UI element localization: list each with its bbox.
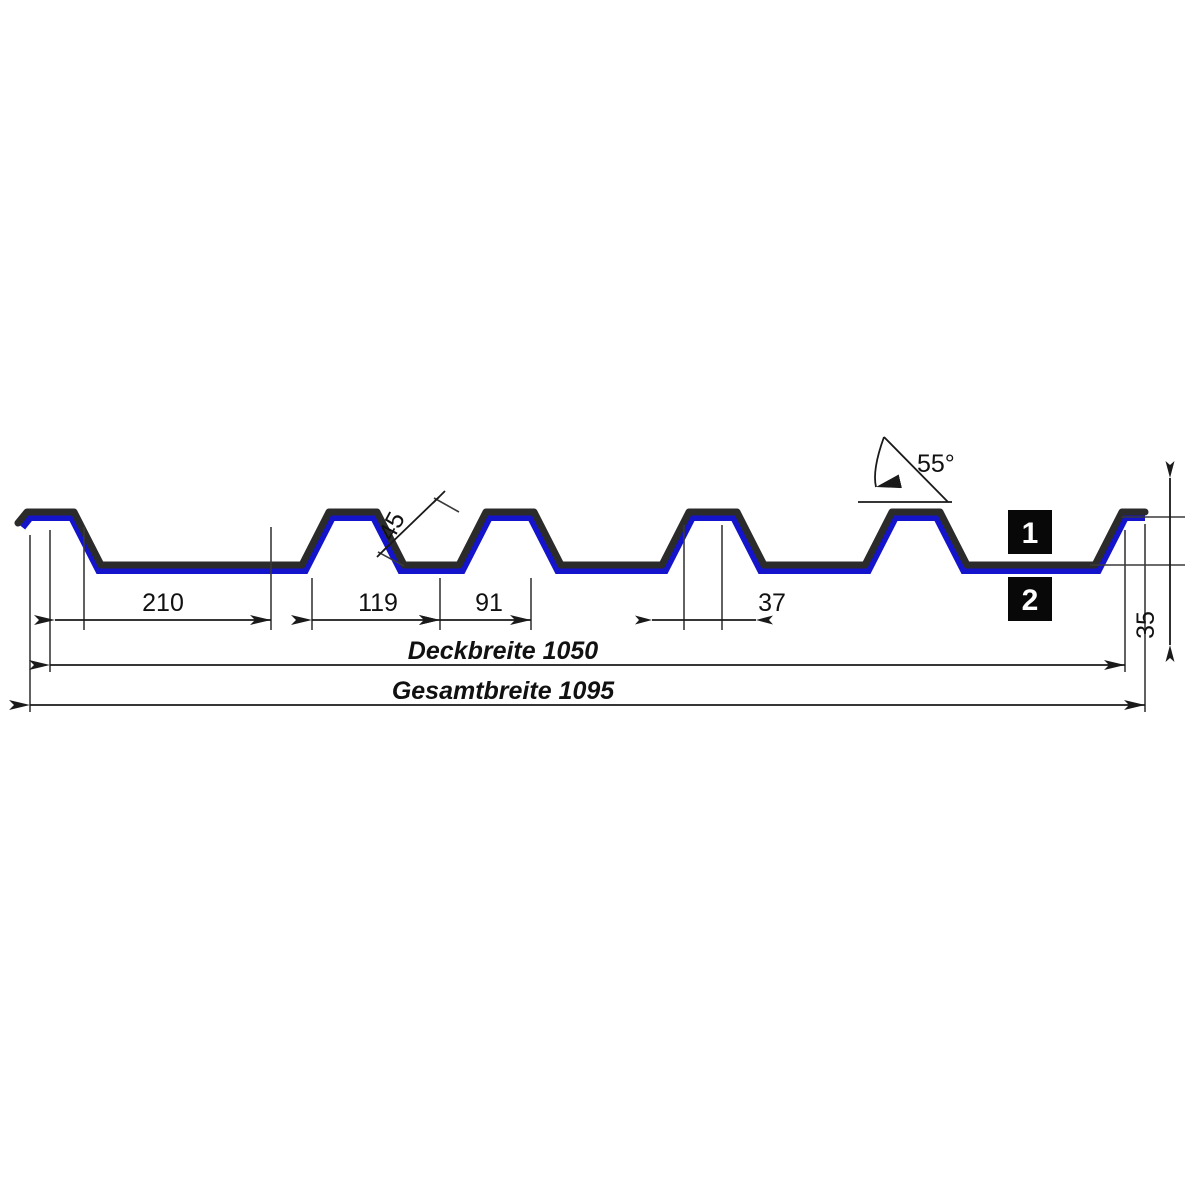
dimension-web-45: 45 (373, 490, 460, 567)
layer-callout-bottom: 2 (1008, 577, 1052, 621)
dimension-pitch-210: 210 (34, 589, 271, 625)
dimension-crest-inner-37: 37 (635, 589, 786, 625)
label-cover-width: Deckbreite 1050 (408, 637, 599, 665)
dimension-label-crest: 91 (475, 589, 503, 617)
dimension-label-valley: 119 (358, 589, 398, 617)
layer-callout-bottom-label: 2 (1022, 584, 1039, 617)
layer-callout-top-label: 1 (1022, 517, 1039, 550)
profile-underside-line (18, 513, 1145, 574)
dimension-height-35: 35 (1132, 461, 1175, 662)
dimension-valley-119: 119 (291, 589, 440, 625)
dimension-total-width: Gesamtbreite 1095 (9, 677, 1145, 710)
dimension-cover-width: Deckbreite 1050 (29, 637, 1125, 670)
dimension-label-pitch: 210 (142, 589, 184, 617)
dimension-label-height: 35 (1132, 611, 1160, 639)
dimension-label-crest-inner: 37 (758, 589, 786, 617)
dimension-label-angle: 55° (917, 450, 955, 478)
dimension-angle-55: 55° (858, 436, 955, 503)
layer-callout-top: 1 (1008, 510, 1052, 554)
profile-topside-line (14, 508, 1149, 569)
label-total-width: Gesamtbreite 1095 (392, 677, 615, 705)
dimension-crest-91: 91 (419, 589, 531, 625)
